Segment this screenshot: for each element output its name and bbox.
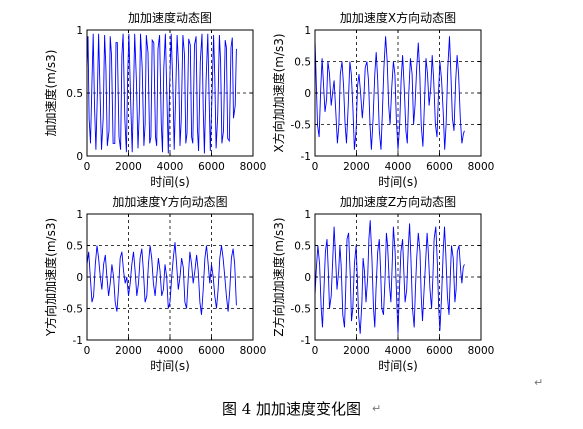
x-tick-label: 0 bbox=[84, 345, 91, 357]
y-tick-label: 0 bbox=[76, 151, 83, 163]
y-axis-label: X方向加加速度(m/s3) bbox=[271, 33, 286, 152]
y-axis-label: Z方向加加速度(m/s3) bbox=[271, 217, 286, 336]
chart-title: 加加速度Z方向动态图 bbox=[340, 194, 456, 209]
x-tick-label: 2000 bbox=[115, 161, 142, 173]
x-tick-label: 6000 bbox=[426, 345, 453, 357]
caption-paragraph-mark: ↵ bbox=[372, 402, 382, 415]
y-tick-label: -0.5 bbox=[63, 304, 84, 316]
x-tick-label: 4000 bbox=[385, 345, 412, 357]
y-tick-label: -0.5 bbox=[291, 120, 312, 132]
series-line bbox=[314, 220, 465, 334]
y-tick-label: 1 bbox=[76, 25, 83, 37]
x-tick-label: 0 bbox=[84, 161, 91, 173]
series-line bbox=[314, 36, 465, 150]
y-tick-label: 1 bbox=[304, 209, 311, 221]
series-line bbox=[86, 242, 237, 315]
x-tick-label: 0 bbox=[312, 161, 319, 173]
chart-panel-4: 0 2000 4000 6000 8000 -1 -0.5 0 0.5 1 加加速度Z方向动态图时间… bbox=[271, 194, 494, 373]
x-tick-label: 8000 bbox=[468, 161, 495, 173]
y-tick-label: 0.5 bbox=[294, 241, 311, 253]
x-tick-label: 6000 bbox=[426, 161, 453, 173]
y-tick-label: 0 bbox=[304, 88, 311, 100]
chart-title: 加加速度动态图 bbox=[128, 10, 212, 25]
figure-caption: 图 4 加加速度变化图 bbox=[221, 400, 362, 418]
x-tick-label: 4000 bbox=[157, 161, 184, 173]
x-tick-label: 2000 bbox=[343, 345, 370, 357]
y-axis-label: 加加速度(m/s3) bbox=[43, 50, 58, 137]
x-axis-label: 时间(s) bbox=[150, 175, 190, 189]
x-tick-label: 6000 bbox=[198, 161, 225, 173]
chart-title: 加加速度X方向动态图 bbox=[340, 10, 456, 25]
y-axis-label: Y方向加加速度(m/s3) bbox=[43, 218, 58, 337]
chart-title: 加加速度Y方向动态图 bbox=[112, 194, 227, 209]
x-tick-label: 0 bbox=[312, 345, 319, 357]
x-tick-label: 8000 bbox=[468, 345, 495, 357]
y-tick-label: 0 bbox=[304, 272, 311, 284]
x-tick-label: 2000 bbox=[343, 161, 370, 173]
x-axis-label: 时间(s) bbox=[150, 359, 190, 373]
x-tick-label: 8000 bbox=[240, 345, 267, 357]
y-tick-label: 0.5 bbox=[294, 57, 311, 69]
y-tick-label: 0.5 bbox=[66, 241, 83, 253]
paragraph-mark: ↵ bbox=[534, 376, 544, 389]
y-tick-label: 0.5 bbox=[66, 88, 83, 100]
chart-panel-2: 0 2000 4000 6000 8000 -1 -0.5 0 0.5 1 加加速度X方向动态图时间… bbox=[271, 10, 494, 189]
y-tick-label: -0.5 bbox=[291, 304, 312, 316]
x-tick-label: 8000 bbox=[240, 161, 267, 173]
x-tick-label: 2000 bbox=[115, 345, 142, 357]
y-tick-label: -1 bbox=[73, 335, 83, 347]
x-tick-label: 4000 bbox=[385, 161, 412, 173]
chart-panel-3: 0 2000 4000 6000 8000 -1 -0.5 0 0.5 1 加加速度Y方向动态图时间… bbox=[43, 194, 266, 373]
y-tick-label: 0 bbox=[76, 272, 83, 284]
y-tick-label: 1 bbox=[304, 25, 311, 37]
x-tick-label: 4000 bbox=[157, 345, 184, 357]
y-tick-label: 1 bbox=[76, 209, 83, 221]
y-tick-label: -1 bbox=[301, 151, 311, 163]
y-tick-label: -1 bbox=[301, 335, 311, 347]
x-axis-label: 时间(s) bbox=[378, 359, 418, 373]
series-line bbox=[86, 33, 237, 154]
x-tick-label: 6000 bbox=[198, 345, 225, 357]
x-axis-label: 时间(s) bbox=[378, 175, 418, 189]
